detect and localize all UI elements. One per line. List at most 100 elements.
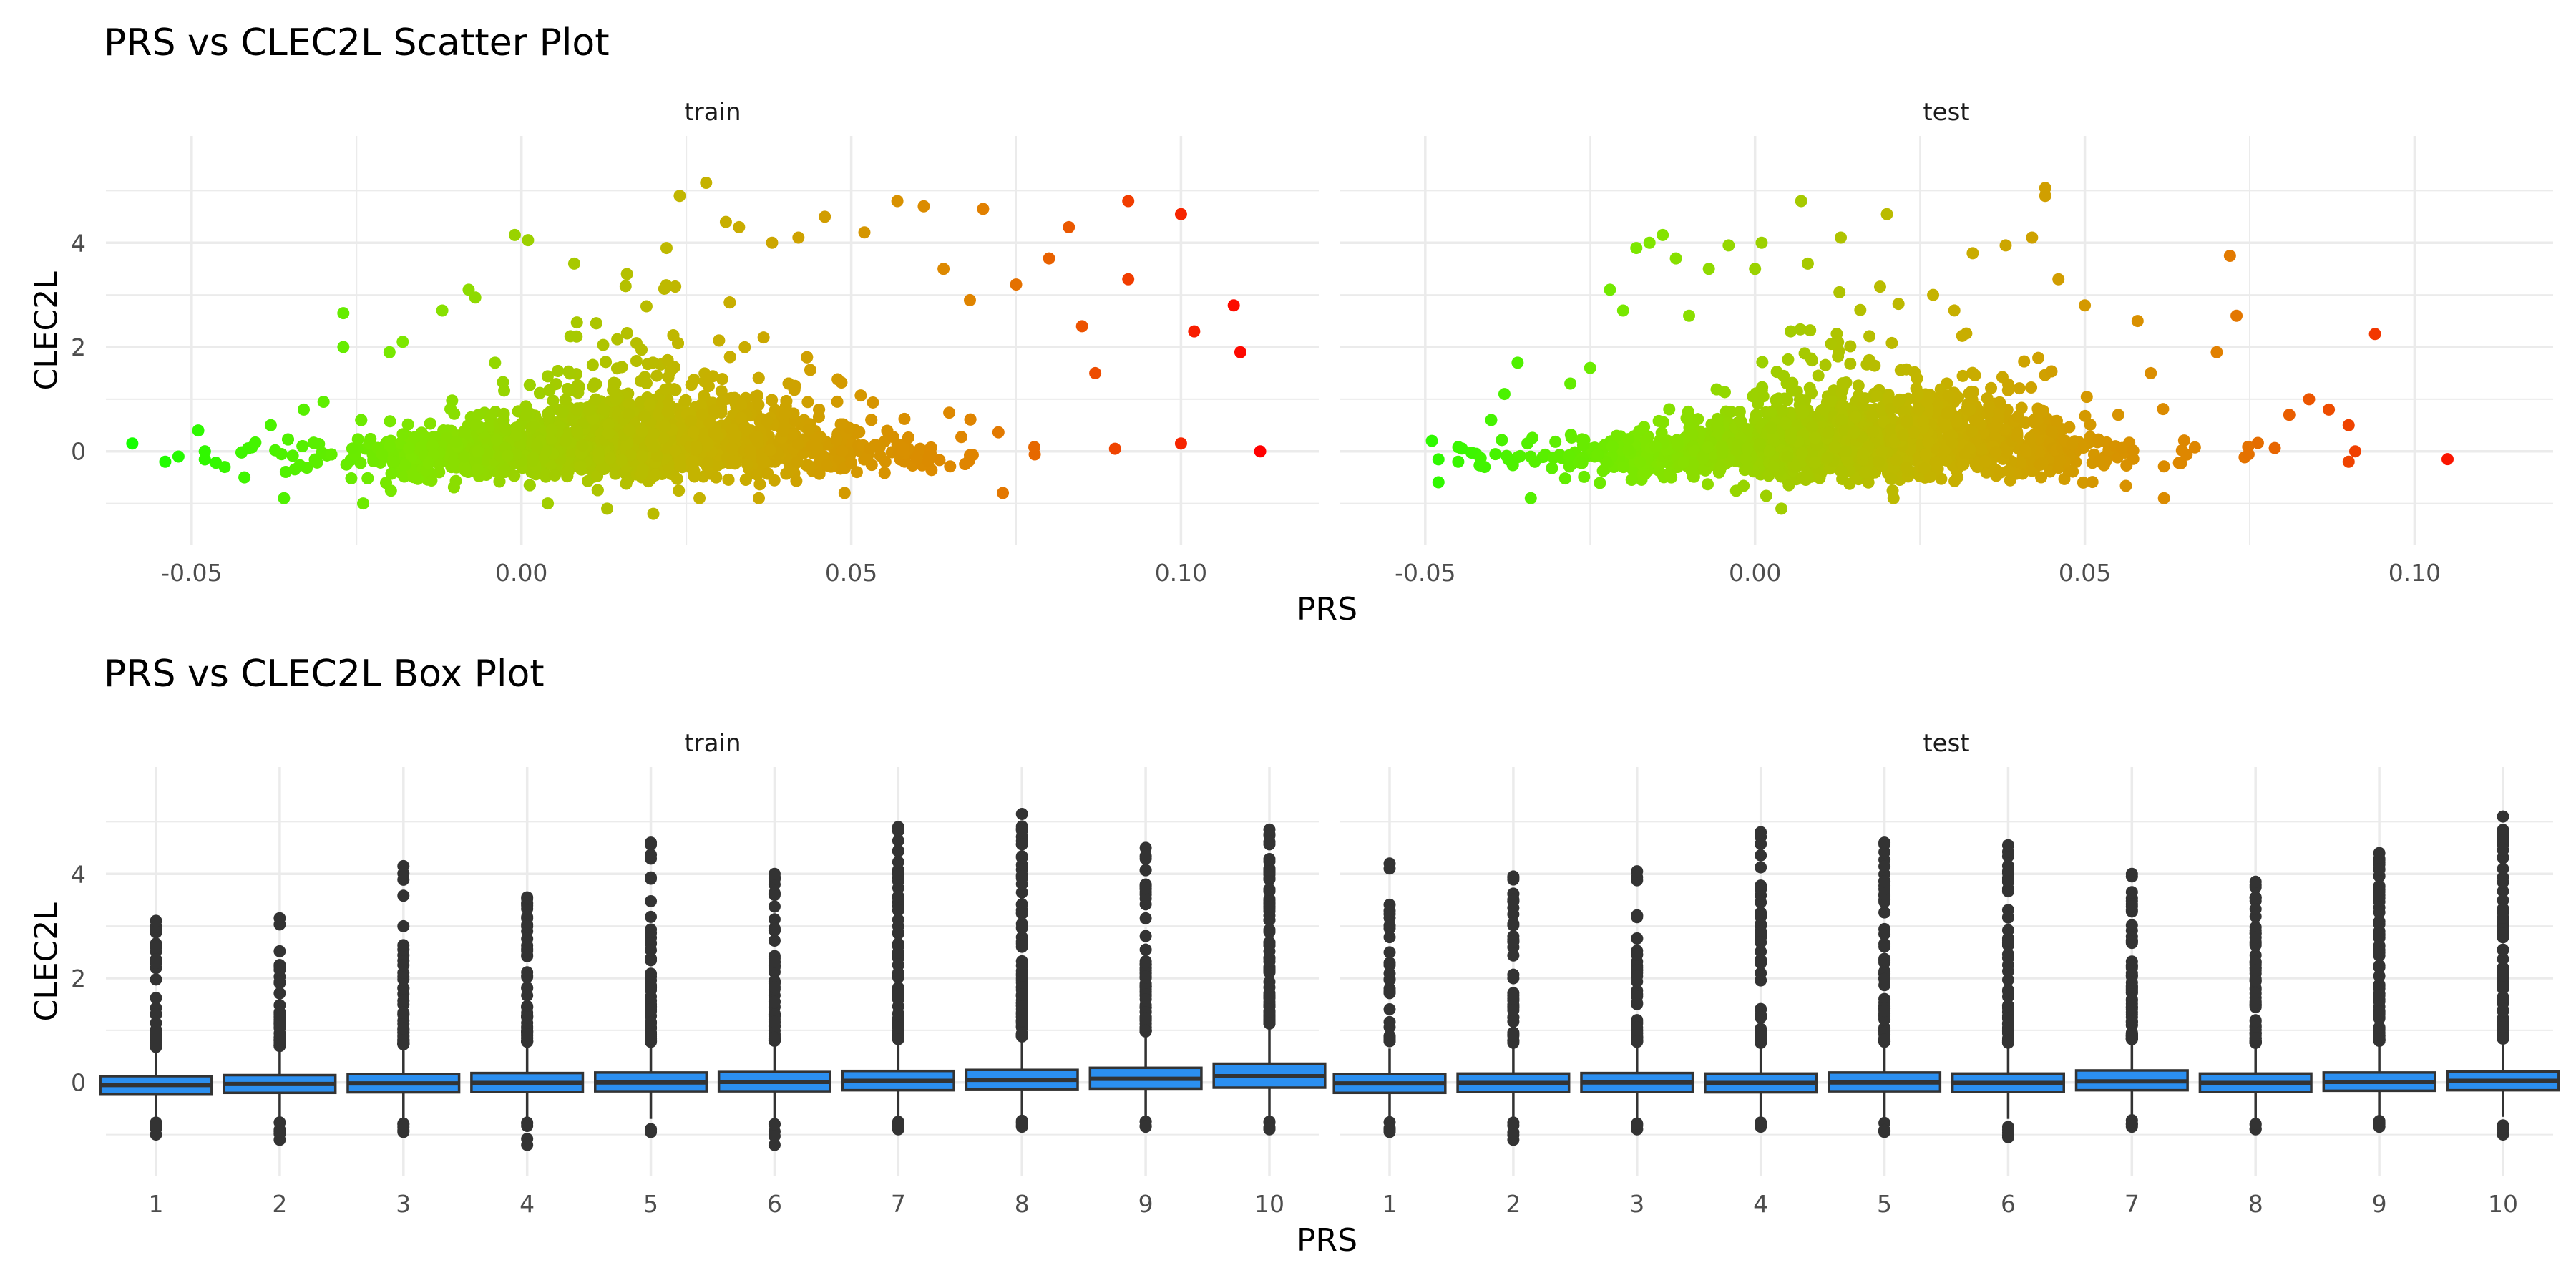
data-point	[1657, 416, 1669, 429]
data-point	[1911, 372, 1923, 385]
data-point	[831, 395, 844, 408]
data-point	[649, 469, 662, 482]
data-point	[891, 195, 904, 208]
data-point	[1686, 428, 1699, 441]
x-tick-label: 6	[767, 1190, 782, 1218]
outlier-point	[645, 944, 658, 957]
outlier-point	[645, 954, 658, 967]
data-point	[701, 457, 714, 469]
data-point	[1760, 489, 1772, 502]
data-point	[2223, 250, 2236, 262]
data-point	[688, 464, 701, 477]
data-point	[659, 383, 672, 396]
data-point	[1885, 336, 1898, 349]
data-point	[1655, 426, 1668, 439]
outlier-point	[768, 1138, 781, 1151]
data-point	[819, 210, 831, 223]
data-point	[1873, 280, 1886, 293]
data-point	[1122, 195, 1135, 208]
data-point	[490, 434, 503, 447]
data-point	[1836, 377, 1849, 390]
data-point	[380, 477, 393, 489]
data-point	[376, 448, 389, 461]
data-point	[1965, 385, 1978, 398]
data-point	[293, 459, 306, 472]
data-point	[1911, 388, 1924, 401]
data-point	[636, 463, 649, 476]
data-point	[777, 424, 790, 437]
data-point	[1528, 455, 1541, 468]
data-point	[835, 376, 848, 389]
data-point	[2116, 441, 2129, 454]
outlier-point	[273, 963, 286, 976]
data-point	[728, 431, 741, 444]
data-point	[673, 190, 686, 203]
data-point	[766, 394, 779, 406]
data-point	[1639, 468, 1652, 481]
data-point	[367, 454, 380, 467]
data-point	[1432, 476, 1445, 489]
data-point	[1794, 323, 1807, 336]
x-tick-label: 0.10	[1155, 559, 1207, 587]
x-tick-label: 0.05	[2059, 559, 2111, 587]
data-point	[992, 426, 1005, 439]
data-point	[408, 469, 421, 482]
data-point	[1564, 377, 1577, 390]
data-point	[780, 395, 793, 408]
data-point	[1722, 239, 1735, 252]
data-point	[1622, 444, 1635, 457]
data-point	[2112, 409, 2124, 421]
data-point	[586, 358, 599, 371]
data-point	[813, 403, 826, 416]
data-point	[977, 203, 990, 215]
data-point	[572, 380, 585, 393]
data-point	[1795, 404, 1808, 417]
data-point	[337, 341, 350, 353]
data-point	[1500, 449, 1513, 462]
data-point	[398, 470, 411, 483]
data-point	[933, 454, 946, 467]
data-point	[469, 291, 482, 304]
data-point	[1188, 325, 1201, 338]
data-point	[700, 177, 713, 189]
data-point	[673, 484, 686, 497]
outlier-point	[645, 967, 658, 980]
x-tick-label: 0.00	[1729, 559, 1781, 587]
data-point	[779, 408, 791, 421]
data-point	[396, 428, 409, 441]
outlier-point	[397, 982, 410, 995]
outlier-point	[892, 1008, 904, 1020]
data-point	[896, 444, 909, 457]
data-point	[1785, 325, 1797, 338]
outlier-point	[397, 959, 410, 972]
data-point	[1697, 450, 1709, 463]
outlier-point	[892, 967, 904, 980]
data-point	[1832, 350, 1845, 363]
data-point	[447, 481, 460, 494]
data-point	[1974, 418, 1987, 431]
data-point	[636, 449, 649, 462]
data-point	[2251, 436, 2264, 449]
data-point	[820, 459, 833, 472]
outlier-point	[397, 1038, 410, 1050]
data-point	[643, 398, 656, 411]
outlier-point	[150, 1025, 162, 1038]
data-point	[1863, 330, 1876, 343]
data-point	[566, 446, 579, 459]
data-point	[457, 450, 470, 463]
data-point	[2242, 448, 2255, 461]
data-point	[2348, 445, 2361, 458]
data-point	[1591, 448, 1604, 461]
data-point	[672, 337, 685, 350]
outlier-point	[397, 919, 410, 932]
outlier-point	[273, 1116, 286, 1129]
outlier-point	[521, 970, 534, 983]
x-tick-label: 5	[643, 1190, 658, 1218]
outlier-point	[397, 1022, 410, 1035]
y-tick-label: 4	[71, 860, 86, 888]
data-point	[1634, 455, 1646, 468]
data-point	[800, 459, 813, 472]
data-point	[804, 364, 816, 376]
data-point	[1782, 353, 1795, 366]
data-point	[564, 330, 577, 343]
